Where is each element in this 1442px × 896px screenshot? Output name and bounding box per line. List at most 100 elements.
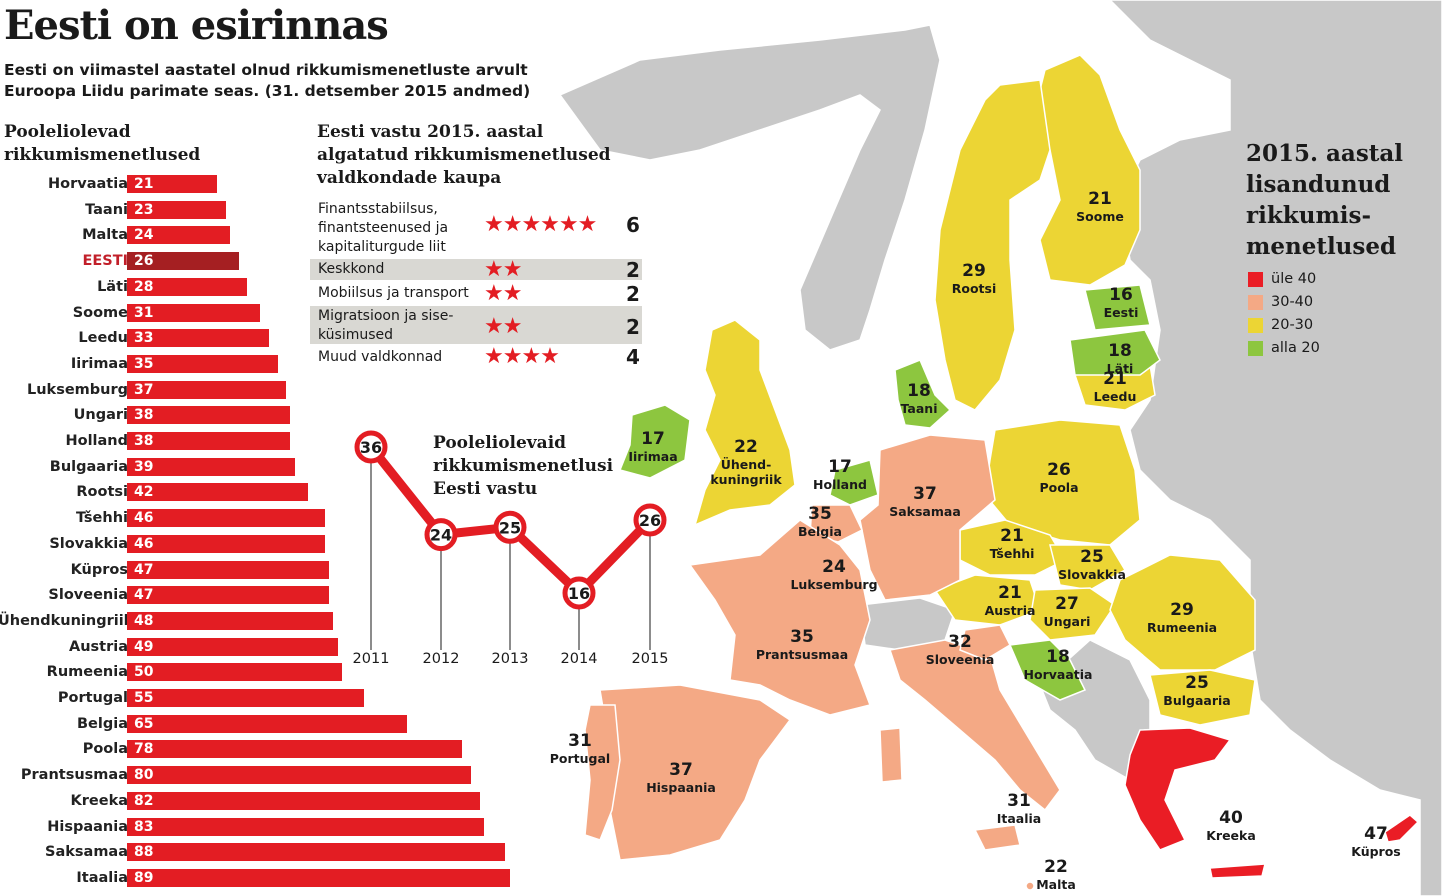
denmark-shape (894, 359, 952, 429)
map-country-label: 21 Austria (985, 584, 1036, 619)
bar-row: Belgia 65 (0, 714, 520, 733)
map-country-name: Küpros (1351, 844, 1401, 859)
bar-value-label: 38 (134, 433, 154, 449)
bar-value-label: 82 (134, 792, 154, 809)
bar-category-label: Itaalia (76, 869, 128, 886)
map-country-label: 25 Bulgaaria (1163, 673, 1230, 709)
map-country-label: 31 Portugal (549, 732, 611, 767)
map-country-label: 32 Sloveenia (926, 633, 995, 668)
map-country-name: Ühend- (720, 457, 772, 472)
map-country-name: Portugal (549, 751, 611, 766)
bar-value-label: 78 (134, 741, 154, 758)
bar-category-label: Poola (82, 741, 128, 758)
bar (127, 689, 364, 707)
map-country-label: 22 Malta (1036, 858, 1076, 893)
bar-category-label: Prantsusmaa (20, 767, 128, 784)
legend-swatch (1248, 272, 1263, 287)
map-country-value: 25 (1185, 673, 1209, 693)
netherlands-shape (829, 459, 879, 506)
field-count: 2 (626, 315, 640, 339)
map-country-value: 47 (1364, 824, 1388, 844)
bar-value-label: 48 (134, 612, 154, 629)
bar (127, 740, 463, 759)
estonia-shape (1084, 284, 1151, 331)
line-point-label: 16 (568, 584, 590, 603)
line-point-label: 36 (360, 438, 382, 457)
page-subtitle: Eesti on viimastel aastatel olnud rikkum… (4, 60, 530, 102)
bar-value-label: 38 (134, 407, 154, 424)
bar (127, 354, 278, 373)
germany-shape (859, 434, 996, 601)
map-country-label: 16 Eesti (1103, 286, 1139, 321)
hungary-shape (1029, 587, 1117, 641)
bar-category-label: Belgia (77, 715, 128, 732)
map-country-label: 47 Küpros (1351, 824, 1401, 860)
slovakia-shape (1049, 544, 1127, 591)
map-country-value: 35 (808, 504, 832, 524)
map-country-value: 21 (1000, 526, 1024, 546)
line-title-line: rikkumismenetlusi (433, 456, 614, 476)
bar-category-label: Leedu (78, 330, 128, 347)
map-country-name: Kreeka (1206, 828, 1256, 843)
map-country-label: 18 Läti (1106, 342, 1134, 377)
map-country-name: Tšehhi (989, 546, 1035, 561)
star-icons: ★★ (484, 281, 522, 306)
legend-title-line: rikkumis- (1246, 202, 1372, 229)
bar-value-label: 50 (134, 664, 154, 681)
fields-title-line: algatatud rikkumismenetlused (317, 145, 611, 165)
fields-title-line: valdkondade kaupa (317, 168, 502, 188)
field-label-line: finantsteenused ja (318, 220, 449, 236)
map-country-name: Rootsi (951, 281, 997, 296)
line-point (354, 430, 388, 464)
field-label-line: Keskkond (318, 261, 385, 277)
bar (127, 766, 471, 785)
bar-category-label: Küpros (70, 561, 128, 578)
bar (127, 277, 248, 296)
legend-swatch (1248, 318, 1263, 333)
bar-row: Sloveenia 47 (0, 586, 520, 605)
bar-value-label: 47 (134, 587, 154, 604)
legend-label: 30-40 (1271, 294, 1314, 310)
map-country-name: Eesti (1103, 305, 1139, 320)
map-country-value: 18 (1046, 647, 1070, 667)
line-point-label: 24 (430, 526, 452, 545)
line-point (493, 510, 527, 544)
map-country-name: Luksemburg (790, 577, 878, 592)
field-count: 2 (626, 258, 640, 282)
field-label-line: kapitaliturgude liit (318, 239, 446, 255)
bar-row: Saksamaa 88 (0, 843, 520, 862)
map-country-name: Hispaania (646, 780, 716, 795)
bar-value-label: 89 (134, 869, 154, 886)
bar (127, 663, 342, 682)
page-title: Eesti on esirinnas (4, 2, 389, 49)
portugal-shape (584, 704, 621, 841)
bar-row: Slovakkia 46 (0, 534, 520, 553)
map-country-name: Prantsusmaa (755, 647, 849, 662)
map-country-name: Läti (1106, 361, 1134, 376)
legend-label: üle 40 (1271, 271, 1317, 287)
bar-value-label: 49 (134, 638, 154, 655)
bar-row: Portugal 55 (0, 689, 520, 707)
field-label: Migratsioon ja sise- küsimused (318, 307, 453, 345)
map-country-label: 40 Kreeka (1206, 809, 1256, 844)
map-country-value: 29 (962, 261, 986, 281)
latvia-shape (1069, 329, 1161, 376)
map-country-name: Rumeenia (1146, 620, 1218, 635)
bar (127, 586, 330, 605)
field-label-line: Mobiilsus ja transport (318, 285, 469, 301)
bar (127, 791, 480, 810)
line-x-tick-label: 2011 (352, 651, 390, 667)
map-country-label: 22 Ühend-kuningriik (710, 438, 781, 488)
field-label: Mobiilsus ja transport (318, 284, 469, 303)
field-row-migration: Migratsioon ja sise- küsimused ★★ 2 (310, 306, 642, 344)
croatia-shape (1008, 639, 1087, 701)
line-title-line: Eesti vastu (433, 479, 538, 499)
map-country-label: 17 Iirimaa (628, 430, 677, 465)
bar (127, 534, 325, 553)
bulgaria-shape (1149, 669, 1256, 726)
field-label: Keskkond (318, 260, 384, 279)
bar-category-label: Slovakkia (49, 535, 128, 552)
bar-row: Soome 31 (0, 303, 520, 322)
map-country-name: Poola (1039, 480, 1079, 495)
map-country-label: 35 Prantsusmaa (755, 628, 849, 663)
